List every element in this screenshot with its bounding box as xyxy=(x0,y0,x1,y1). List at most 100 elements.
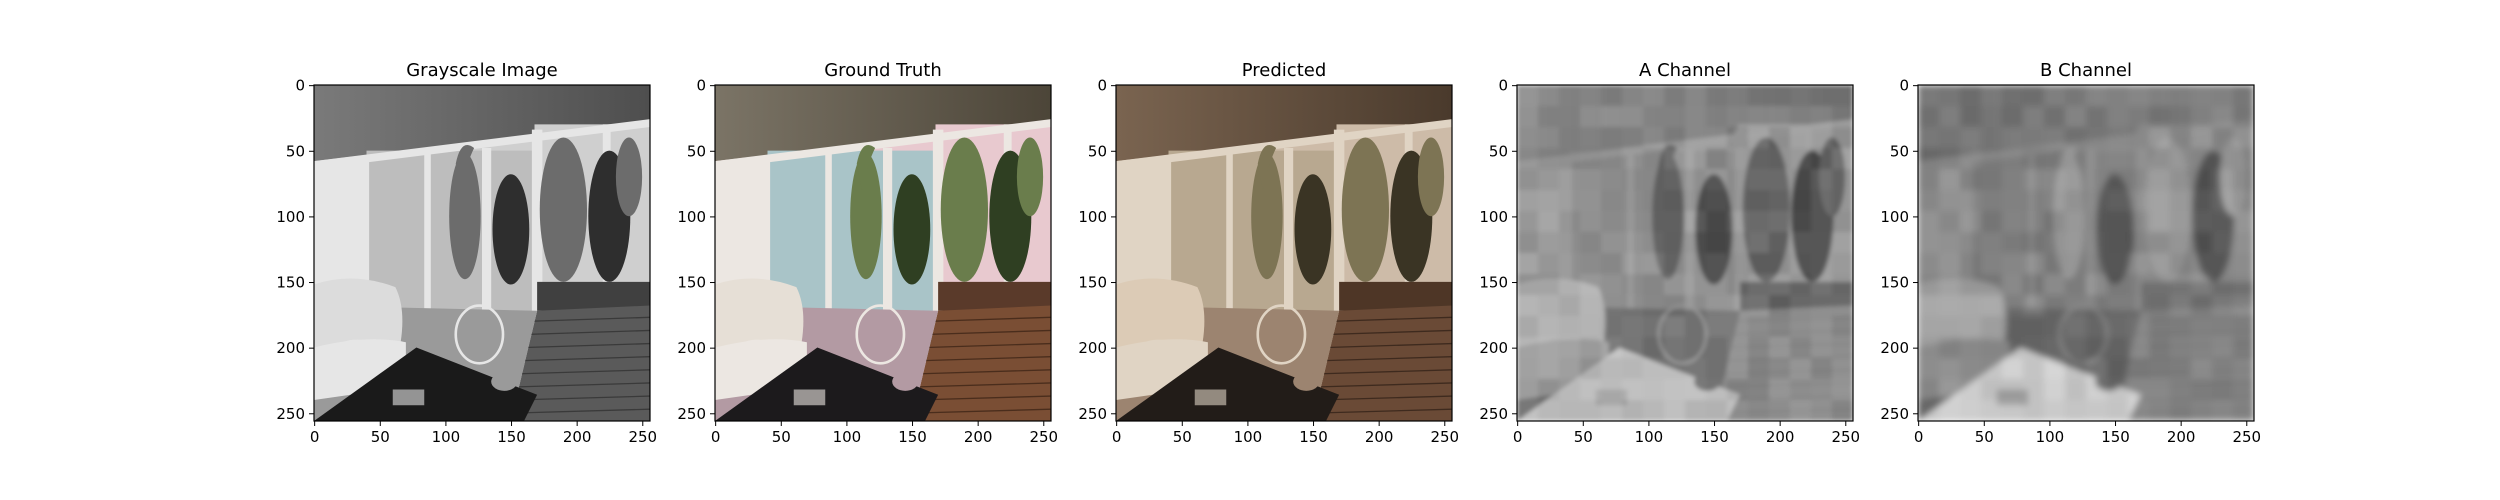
x-tick-label: 250 xyxy=(1029,428,1058,446)
artifact-block xyxy=(2065,358,2086,379)
artifact-block xyxy=(1559,337,1580,358)
artifact-block xyxy=(2128,211,2149,232)
artifact-block xyxy=(1643,232,1664,253)
artifact-block xyxy=(1832,106,1853,127)
artifact-block xyxy=(1517,316,1538,337)
artifact-block xyxy=(1811,253,1832,274)
artifact-block xyxy=(1580,148,1601,169)
artifact-block xyxy=(2170,148,2191,169)
artifact-block xyxy=(1811,127,1832,148)
artifact-block xyxy=(2170,253,2191,274)
artifact-block xyxy=(1664,190,1685,211)
artifact-block xyxy=(1517,274,1538,295)
artifact-block xyxy=(2107,148,2128,169)
artifact-block xyxy=(1601,337,1622,358)
artifact-block xyxy=(1622,316,1643,337)
deck-plank xyxy=(517,382,650,388)
artifact-block xyxy=(1622,85,1643,106)
door-frame xyxy=(1226,153,1233,377)
artifact-block xyxy=(1685,127,1706,148)
artifact-block xyxy=(2044,253,2065,274)
artifact-block xyxy=(1559,127,1580,148)
artifact-block xyxy=(1580,106,1601,127)
artifact-block xyxy=(2065,274,2086,295)
artifact-block xyxy=(1811,358,1832,379)
y-tick-label: 250 xyxy=(1479,405,1508,423)
y-tick-label: 250 xyxy=(1078,405,1107,423)
artifact-block xyxy=(2170,316,2191,337)
artifact-block xyxy=(1706,379,1727,400)
artifact-block xyxy=(1960,190,1981,211)
artifact-block xyxy=(1960,106,1981,127)
artifact-block xyxy=(1517,337,1538,358)
artifact-block xyxy=(1706,316,1727,337)
artifact-block xyxy=(1538,400,1559,421)
y-tick-label: 0 xyxy=(295,77,305,95)
glass-table xyxy=(314,347,538,421)
artifact-block xyxy=(2002,106,2023,127)
artifact-block xyxy=(2044,232,2065,253)
artifact-block xyxy=(2170,127,2191,148)
artifact-block xyxy=(1664,106,1685,127)
artifact-block xyxy=(1981,253,2002,274)
artifact-block xyxy=(2044,211,2065,232)
artifact-block xyxy=(2212,316,2233,337)
artifact-block xyxy=(1664,127,1685,148)
artifact-block xyxy=(1643,169,1664,190)
artifact-block xyxy=(2044,400,2065,421)
artifact-block xyxy=(1960,295,1981,316)
artifact-block xyxy=(1622,337,1643,358)
leaf xyxy=(455,145,475,190)
y-tick-label: 200 xyxy=(1078,339,1107,357)
artifact-block xyxy=(1706,337,1727,358)
artifact-block xyxy=(2107,190,2128,211)
artifact-block xyxy=(1601,232,1622,253)
artifact-block xyxy=(1939,316,1960,337)
artifact-block xyxy=(1918,274,1939,295)
artifact-block xyxy=(1960,358,1981,379)
artifact-block xyxy=(1559,85,1580,106)
artifact-block xyxy=(1748,253,1769,274)
artifact-block xyxy=(2107,379,2128,400)
artifact-block xyxy=(1811,379,1832,400)
artifact-block xyxy=(1939,337,1960,358)
door-frame xyxy=(825,153,832,377)
deck-plank xyxy=(915,395,1051,401)
artifact-block xyxy=(1769,358,1790,379)
artifact-block xyxy=(1601,400,1622,421)
artifact-block xyxy=(2212,274,2233,295)
artifact-block xyxy=(2002,190,2023,211)
artifact-block xyxy=(1643,337,1664,358)
x-tick-label: 250 xyxy=(2232,428,2261,446)
artifact-block xyxy=(2086,400,2107,421)
artifact-block xyxy=(2086,379,2107,400)
artifact-block xyxy=(2149,316,2170,337)
artifact-block xyxy=(2149,295,2170,316)
artifact-block xyxy=(1832,253,1853,274)
artifact-block xyxy=(1981,148,2002,169)
artifact-block xyxy=(1664,379,1685,400)
artifact-block xyxy=(2233,358,2254,379)
artifact-block xyxy=(2128,274,2149,295)
artifact-block xyxy=(2065,253,2086,274)
artifact-block xyxy=(1811,274,1832,295)
artifact-block xyxy=(1790,253,1811,274)
artifact-block xyxy=(1685,85,1706,106)
artifact-block xyxy=(1727,337,1748,358)
y-tick-label: 200 xyxy=(1479,339,1508,357)
artifact-block xyxy=(1517,148,1538,169)
artifact-block xyxy=(2023,400,2044,421)
artifact-block xyxy=(1727,295,1748,316)
artifact-block xyxy=(2002,169,2023,190)
artifact-block xyxy=(2212,85,2233,106)
artifact-block xyxy=(1601,169,1622,190)
x-tick-label: 200 xyxy=(964,428,993,446)
artifact-block xyxy=(2023,127,2044,148)
artifact-block xyxy=(1601,127,1622,148)
artifact-block xyxy=(1664,400,1685,421)
leaf xyxy=(856,145,876,190)
y-tick-label: 150 xyxy=(677,274,706,292)
artifact-block xyxy=(1811,295,1832,316)
artifact-block xyxy=(1811,316,1832,337)
image-panel: Ground Truth 0 50 100 150 200 250 0 50 100 150 200 2… xyxy=(677,60,1058,446)
